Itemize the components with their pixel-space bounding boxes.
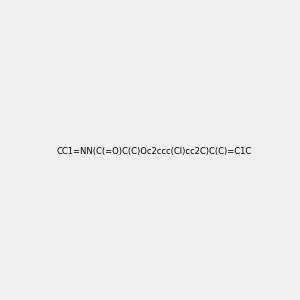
Text: CC1=NN(C(=O)C(C)Oc2ccc(Cl)cc2C)C(C)=C1C: CC1=NN(C(=O)C(C)Oc2ccc(Cl)cc2C)C(C)=C1C xyxy=(56,147,251,156)
